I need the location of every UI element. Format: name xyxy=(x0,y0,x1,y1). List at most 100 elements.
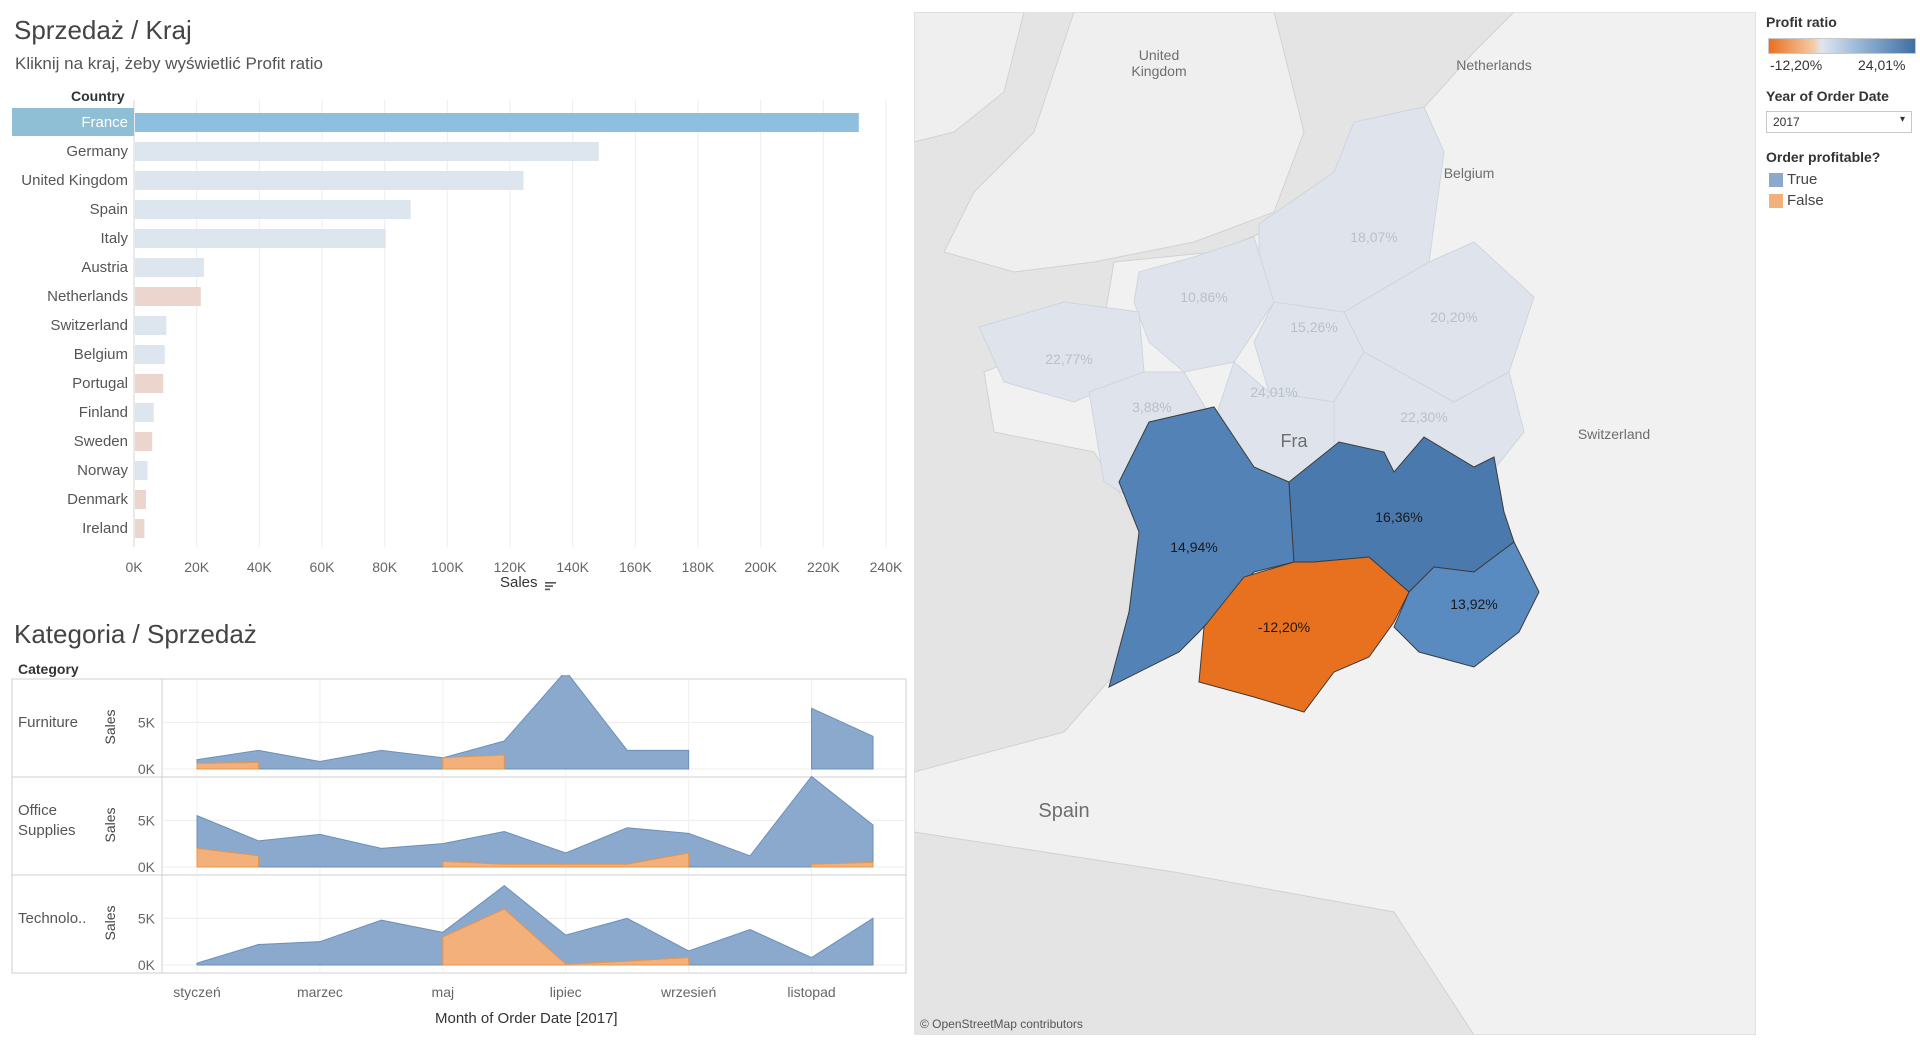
ireland-landmass xyxy=(914,12,1025,143)
legend-item-true[interactable]: True xyxy=(1766,171,1906,189)
bar-austria[interactable] xyxy=(135,258,204,277)
region-inactive-label: 24,01% xyxy=(1250,384,1297,400)
country-label[interactable]: Norway xyxy=(77,462,128,479)
sort-descending-icon[interactable] xyxy=(544,578,557,591)
bar-denmark[interactable] xyxy=(135,490,146,509)
x-tick-label: 240K xyxy=(870,559,903,575)
country-chart-subtitle: Kliknij na kraj, żeby wyświetlić Profit … xyxy=(15,54,323,73)
order-profitable-legend-title: Order profitable? xyxy=(1766,149,1881,165)
bar-finland[interactable] xyxy=(135,403,154,422)
y-axis-title: Sales xyxy=(102,905,118,940)
x-tick-label: 140K xyxy=(556,559,589,575)
area-false-segment[interactable] xyxy=(442,908,690,966)
country-label[interactable]: Portugal xyxy=(72,375,128,392)
month-tick-label: lipiec xyxy=(550,984,582,1000)
bar-italy[interactable] xyxy=(135,229,386,248)
category-label[interactable]: Furniture xyxy=(18,714,78,731)
country-label[interactable]: Ireland xyxy=(82,520,128,537)
category-chart-title: Kategoria / Sprzedaż xyxy=(14,619,257,649)
country-sales-bar-chart[interactable]: 0K 20K 40K 60K 80K 100K 120K 140K 160K 180K 200K 22… xyxy=(0,100,910,600)
legend-swatch-true xyxy=(1769,173,1783,187)
region-profit-label: 16,36% xyxy=(1375,509,1422,525)
country-label[interactable]: Belgium xyxy=(74,346,128,363)
category-sales-area-chart[interactable]: Furniture Sales 5K 0K Office Supplies Sales 5K 0… xyxy=(0,675,910,1035)
country-label[interactable]: Spain xyxy=(90,201,128,218)
area-false-segment[interactable] xyxy=(442,852,690,868)
area-true-segment[interactable] xyxy=(196,675,690,770)
category-label[interactable]: Office Supplies xyxy=(18,802,76,839)
profit-ratio-max-label: 24,01% xyxy=(1858,57,1906,73)
profit-ratio-color-ramp[interactable] xyxy=(1768,38,1916,54)
area-true-segment[interactable] xyxy=(196,885,874,966)
bar-spain[interactable] xyxy=(135,200,411,219)
country-label[interactable]: Denmark xyxy=(67,491,128,508)
map-attribution[interactable]: © OpenStreetMap contributors xyxy=(920,1017,1083,1031)
bar-belgium[interactable] xyxy=(135,345,165,364)
x-tick-label: 100K xyxy=(431,559,464,575)
region-profit-label: 13,92% xyxy=(1450,596,1497,612)
map-place-label: Belgium xyxy=(1444,165,1495,181)
month-tick-label: marzec xyxy=(297,984,343,1000)
map-place-label: Fra xyxy=(1281,431,1309,451)
area-false-segment[interactable] xyxy=(196,761,259,770)
area-false-segment[interactable] xyxy=(442,754,505,770)
legend-item-false[interactable]: False xyxy=(1766,192,1906,210)
sales-axis-label: Sales xyxy=(500,574,538,591)
bar-france[interactable] xyxy=(135,113,859,132)
legend-swatch-false xyxy=(1769,194,1783,208)
region-provence-alpes-c-te-d-azur[interactable] xyxy=(1393,541,1540,668)
year-dropdown-value: 2017 xyxy=(1773,115,1800,129)
bar-switzerland[interactable] xyxy=(135,316,167,335)
region-occitanie[interactable] xyxy=(1198,556,1410,713)
x-tick-label: 20K xyxy=(184,559,210,575)
country-label[interactable]: Austria xyxy=(81,259,128,276)
bar-ireland[interactable] xyxy=(135,519,145,538)
x-tick-label: 120K xyxy=(494,559,527,575)
x-tick-label: 0K xyxy=(125,559,143,575)
country-column-header: Country xyxy=(71,88,125,104)
chart-frame xyxy=(11,678,907,974)
month-tick-label: styczeń xyxy=(173,984,220,1000)
year-filter-title: Year of Order Date xyxy=(1766,88,1889,104)
country-chart-title: Sprzedaż / Kraj xyxy=(14,15,192,45)
x-tick-label: 60K xyxy=(310,559,336,575)
month-axis-title: Month of Order Date [2017] xyxy=(435,1010,618,1027)
region-inactive-label: 22,30% xyxy=(1400,409,1447,425)
bar-norway[interactable] xyxy=(135,461,148,480)
map-place-label: United Kingdom xyxy=(1131,47,1186,79)
area-true-segment[interactable] xyxy=(196,775,874,868)
region-inactive-label: 20,20% xyxy=(1430,309,1477,325)
map-canvas[interactable]: 18,07% 10,86% 15,26% 20,20% 22,77% 3,88% 24,01… xyxy=(914,12,1756,1035)
bar-portugal[interactable] xyxy=(135,374,164,393)
y-axis-title: Sales xyxy=(102,807,118,842)
x-tick-label: 200K xyxy=(744,559,777,575)
sales-axis-title[interactable]: Sales xyxy=(500,574,557,591)
region-nouvelle-aquitaine[interactable] xyxy=(1108,406,1295,688)
country-label[interactable]: Finland xyxy=(79,404,128,421)
country-label[interactable]: France xyxy=(81,114,128,131)
country-label[interactable]: United Kingdom xyxy=(21,172,128,189)
country-label[interactable]: Switzerland xyxy=(50,317,128,334)
y-tick-label: 0K xyxy=(138,957,156,973)
region-inactive-label: 22,77% xyxy=(1045,351,1092,367)
year-dropdown[interactable]: 2017 ▾ xyxy=(1766,111,1912,133)
bar-united-kingdom[interactable] xyxy=(135,171,524,190)
country-label[interactable]: Italy xyxy=(100,230,128,247)
region-profit-label: -12,20% xyxy=(1258,619,1310,635)
bar-netherlands[interactable] xyxy=(135,287,201,306)
bar-germany[interactable] xyxy=(135,142,599,161)
x-tick-label: 80K xyxy=(372,559,398,575)
map-place-label: Switzerland xyxy=(1578,426,1650,442)
area-false-segment[interactable] xyxy=(196,847,259,868)
bar-sweden[interactable] xyxy=(135,432,153,451)
category-label[interactable]: Technolo.. xyxy=(18,910,86,927)
map-view[interactable]: 18,07% 10,86% 15,26% 20,20% 22,77% 3,88% 24,01… xyxy=(914,12,1756,1035)
area-true-segment[interactable] xyxy=(811,707,874,770)
y-tick-label: 0K xyxy=(138,761,156,777)
area-false-segment[interactable] xyxy=(811,861,874,868)
country-label[interactable]: Germany xyxy=(66,143,128,160)
category-column-header: Category xyxy=(18,661,79,677)
country-label[interactable]: Sweden xyxy=(74,433,128,450)
x-tick-label: 40K xyxy=(247,559,273,575)
country-label[interactable]: Netherlands xyxy=(47,288,128,305)
